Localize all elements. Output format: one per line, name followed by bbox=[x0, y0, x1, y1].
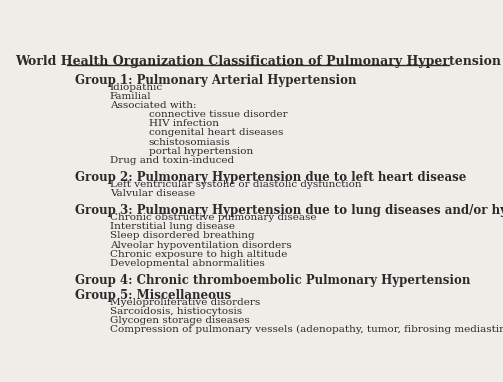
Text: congenital heart diseases: congenital heart diseases bbox=[149, 128, 283, 138]
Text: Group 5: Miscellaneous: Group 5: Miscellaneous bbox=[74, 289, 231, 302]
Text: Left ventricular systolic or diastolic dysfunction: Left ventricular systolic or diastolic d… bbox=[110, 180, 361, 189]
Text: Associated with:: Associated with: bbox=[110, 101, 196, 110]
Text: HIV infection: HIV infection bbox=[149, 119, 219, 128]
Text: Chronic exposure to high altitude: Chronic exposure to high altitude bbox=[110, 250, 287, 259]
Text: Group 3: Pulmonary Hypertension due to lung diseases and/or hypoxia: Group 3: Pulmonary Hypertension due to l… bbox=[74, 204, 503, 217]
Text: Sarcoidosis, histiocytosis: Sarcoidosis, histiocytosis bbox=[110, 307, 242, 316]
Text: Group 2: Pulmonary Hypertension due to left heart disease: Group 2: Pulmonary Hypertension due to l… bbox=[74, 171, 466, 184]
Text: World Health Organization Classification of Pulmonary Hypertension: World Health Organization Classification… bbox=[15, 55, 501, 68]
Text: Group 4: Chronic thromboembolic Pulmonary Hypertension: Group 4: Chronic thromboembolic Pulmonar… bbox=[74, 274, 470, 287]
Text: Valvular disease: Valvular disease bbox=[110, 189, 195, 198]
Text: Glycogen storage diseases: Glycogen storage diseases bbox=[110, 316, 249, 325]
Text: connective tissue disorder: connective tissue disorder bbox=[149, 110, 287, 119]
Text: Idiopathic: Idiopathic bbox=[110, 83, 163, 92]
Text: Chronic obstructive pulmonary disease: Chronic obstructive pulmonary disease bbox=[110, 213, 316, 222]
Text: Interstitial lung disease: Interstitial lung disease bbox=[110, 222, 235, 231]
Text: Drug and toxin-induced: Drug and toxin-induced bbox=[110, 156, 234, 165]
Text: Alveolar hypoventilation disorders: Alveolar hypoventilation disorders bbox=[110, 241, 291, 249]
Text: Group 1: Pulmonary Arterial Hypertension: Group 1: Pulmonary Arterial Hypertension bbox=[74, 74, 356, 87]
Text: Sleep disordered breathing: Sleep disordered breathing bbox=[110, 231, 255, 240]
Text: Developmental abnormalities: Developmental abnormalities bbox=[110, 259, 265, 268]
Text: schistosomiasis: schistosomiasis bbox=[149, 138, 230, 147]
Text: Compression of pulmonary vessels (adenopathy, tumor, fibrosing mediastinitis): Compression of pulmonary vessels (adenop… bbox=[110, 325, 503, 334]
Text: Myeloproliferative disorders: Myeloproliferative disorders bbox=[110, 298, 260, 307]
Text: portal hypertension: portal hypertension bbox=[149, 147, 253, 156]
Text: Familial: Familial bbox=[110, 92, 151, 101]
